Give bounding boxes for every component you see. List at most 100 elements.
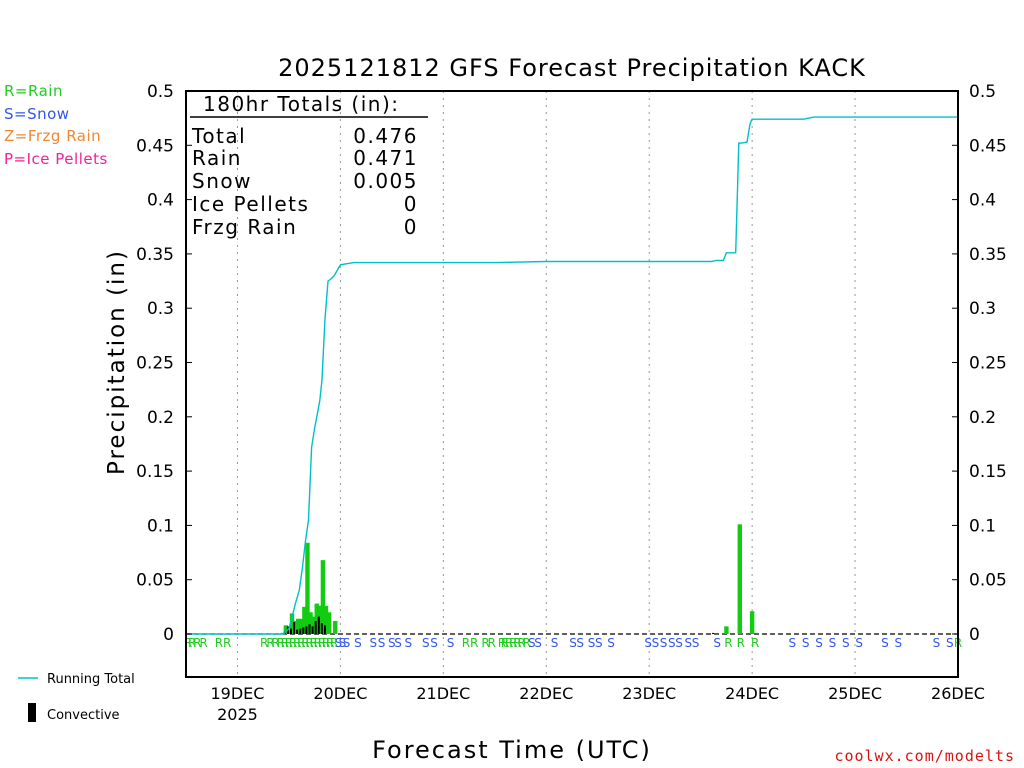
- convective-bar: [299, 628, 302, 634]
- running-total-line: [186, 116, 958, 635]
- ptype-marker: S: [343, 636, 351, 650]
- ptype-marker: S: [588, 636, 596, 650]
- totals-header: 180hr Totals (in):: [203, 92, 400, 116]
- y-tick-label-left: 0.4: [147, 191, 174, 211]
- ptype-marker: S: [815, 636, 823, 650]
- ptype-marker: R: [293, 636, 301, 650]
- x-tick-label: 23DEC: [622, 684, 676, 703]
- ptype-marker: S: [576, 636, 584, 650]
- ptype-marker: S: [644, 636, 652, 650]
- ptype-marker: R: [285, 636, 293, 650]
- ptype-marker: S: [881, 636, 889, 650]
- ptype-marker: R: [509, 636, 517, 650]
- convective-bar: [308, 624, 311, 634]
- ptype-marker: R: [498, 636, 506, 650]
- x-axis-label: Forecast Time (UTC): [372, 736, 652, 764]
- y-tick-label-right: 0.4: [969, 191, 996, 211]
- credit-text: coolwx.com/modelts: [834, 747, 1015, 765]
- legend-rain: R=Rain: [4, 82, 63, 100]
- convective-bar: [305, 626, 308, 634]
- convective-bar: [314, 620, 317, 634]
- y-tick-label-right: 0.25: [969, 354, 1007, 374]
- ptype-marker: S: [378, 636, 386, 650]
- ptype-marker: S: [652, 636, 660, 650]
- rain-bar: [737, 524, 742, 634]
- totals-label-ice-pellets: Ice Pellets: [192, 192, 309, 216]
- totals-value-rain: 0.471: [353, 146, 418, 170]
- y-tick-label-left: 0.3: [147, 299, 174, 319]
- ptype-marker: S: [668, 636, 676, 650]
- ptype-marker: S: [675, 636, 683, 650]
- x-tick-label: 24DEC: [725, 684, 779, 703]
- rain-bar: [286, 629, 292, 634]
- ptype-marker: R: [305, 636, 313, 650]
- y-tick-label-left: 0.35: [136, 245, 174, 265]
- rain-bar: [333, 620, 338, 634]
- totals-label-total: Total: [191, 124, 246, 148]
- totals-label-frzg-rain: Frzg Rain: [192, 215, 297, 239]
- x-tick-label: 25DEC: [828, 684, 882, 703]
- totals-value-ice-pellets: 0: [404, 192, 418, 216]
- ptype-marker: R: [326, 636, 334, 650]
- x-tick-sublabel: 2025: [217, 705, 258, 724]
- x-tick-label: 26DEC: [931, 684, 985, 703]
- ptype-marker: S: [335, 636, 343, 650]
- rain-bar: [724, 626, 729, 634]
- y-tick-label-right: 0.05: [969, 571, 1007, 591]
- ptype-marker: R: [277, 636, 285, 650]
- ptype-marker: R: [260, 636, 268, 650]
- plot-frame: [185, 90, 959, 678]
- rain-bar: [305, 542, 310, 634]
- ptype-marker: R: [184, 636, 192, 650]
- ptype-marker: R: [223, 636, 231, 650]
- y-tick-label-left: 0.05: [136, 571, 174, 591]
- y-tick-label-right: 0.3: [969, 299, 996, 319]
- y-tick-label-left: 0.15: [136, 462, 174, 482]
- ptype-marker: R: [309, 636, 317, 650]
- ptype-marker: R: [751, 636, 759, 650]
- ptype-marker: S: [551, 636, 559, 650]
- x-tick-label: 22DEC: [519, 684, 573, 703]
- convective-bar: [712, 632, 715, 634]
- totals-value-total: 0.476: [353, 124, 418, 148]
- y-tick-label-right: 0: [969, 625, 980, 645]
- legend-convective-swatch: [28, 703, 36, 722]
- y-tick-label-right: 0.15: [969, 462, 1007, 482]
- ptype-marker: R: [289, 636, 297, 650]
- y-tick-label-right: 0.35: [969, 245, 1007, 265]
- ptype-marker: S: [607, 636, 615, 650]
- ptype-marker: R: [188, 636, 196, 650]
- ptype-marker: R: [462, 636, 470, 650]
- ptype-marker: S: [894, 636, 902, 650]
- ptype-marker: S: [534, 636, 542, 650]
- convective-bar: [302, 627, 305, 634]
- ptype-marker: R: [501, 636, 509, 650]
- ptype-marker: S: [405, 636, 413, 650]
- y-tick-label-left: 0: [163, 625, 174, 645]
- y-tick-label-left: 0.1: [147, 516, 174, 536]
- y-tick-label-right: 0.45: [969, 136, 1007, 156]
- convective-bar: [323, 625, 326, 634]
- rain-bar: [295, 618, 301, 634]
- y-tick-label-left: 0.2: [147, 408, 174, 428]
- axis-ticks: 19DEC 2025 20DEC 21DEC 22DEC 23DEC 24DEC 25DEC 2…: [136, 82, 1007, 724]
- convective-bar: [320, 623, 323, 634]
- convective-bar: [296, 629, 299, 634]
- ptype-marker: R: [330, 636, 338, 650]
- ptype-marker: S: [685, 636, 693, 650]
- ptype-marker: S: [595, 636, 603, 650]
- y-tick-label-left: 0.5: [147, 82, 174, 102]
- ptype-marker: R: [314, 636, 322, 650]
- ptype-marker: R: [513, 636, 521, 650]
- ptype-marker: S: [842, 636, 850, 650]
- ptype-marker: R: [737, 636, 745, 650]
- ptype-marker: S: [422, 636, 430, 650]
- ptype-marker: R: [301, 636, 309, 650]
- x-tick-label: 21DEC: [416, 684, 470, 703]
- ptype-marker: S: [933, 636, 941, 650]
- y-axis-label: Precipitation (in): [104, 249, 130, 475]
- ptype-marker: S: [788, 636, 796, 650]
- ptype-marker: S: [713, 636, 721, 650]
- rain-bar: [320, 560, 326, 634]
